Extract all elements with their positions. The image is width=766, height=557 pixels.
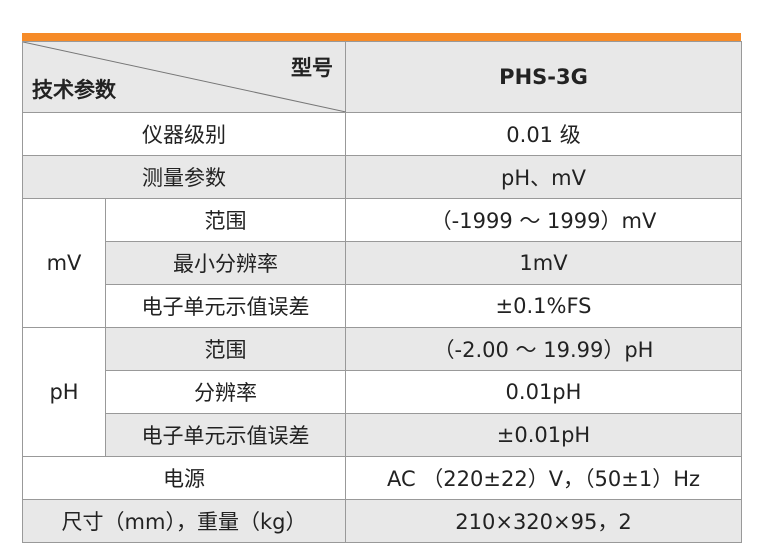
row-label: 测量参数 <box>22 155 346 199</box>
table-row: 仪器级别 0.01 级 <box>22 112 742 156</box>
table-row: 测量参数 pH、mV <box>22 155 742 199</box>
diagonal-line <box>23 42 346 112</box>
row-label: 电子单元示值误差 <box>105 284 346 328</box>
row-label: 仪器级别 <box>22 112 346 156</box>
table-row: 最小分辨率 1mV <box>23 241 742 285</box>
row-value: （-1999 ～ 1999）mV <box>345 198 742 242</box>
row-value: pH、mV <box>345 155 742 199</box>
row-value: ±0.01pH <box>345 413 742 457</box>
table-row: 电子单元示值误差 ±0.01pH <box>23 413 742 457</box>
group-label: pH <box>22 327 106 457</box>
row-label: 最小分辨率 <box>105 241 346 285</box>
row-value: 210×320×95，2 <box>345 499 742 543</box>
row-label: 电子单元示值误差 <box>105 413 346 457</box>
row-label: 分辨率 <box>105 370 346 414</box>
spec-table: 型号 技术参数 PHS-3G 仪器级别 0.01 级 测量参数 pH、mV mV… <box>22 41 742 543</box>
model-name: PHS-3G <box>345 41 742 113</box>
model-label: 型号 <box>291 56 333 80</box>
row-label: 范围 <box>105 198 346 242</box>
row-value: ±0.1%FS <box>345 284 742 328</box>
row-value: 0.01pH <box>345 370 742 414</box>
table-row: mV 范围 （-1999 ～ 1999）mV <box>22 198 742 328</box>
header-row: 型号 技术参数 PHS-3G <box>22 41 742 113</box>
row-label: 尺寸（mm），重量（kg） <box>22 499 346 543</box>
row-label: 范围 <box>105 327 346 371</box>
table-row: 分辨率 0.01pH <box>23 370 742 414</box>
row-value: （-2.00 ～ 19.99）pH <box>345 327 742 371</box>
row-value: 1mV <box>345 241 742 285</box>
row-label: 电源 <box>22 456 346 500</box>
params-label: 技术参数 <box>32 78 116 102</box>
table-row: 尺寸（mm），重量（kg） 210×320×95，2 <box>22 499 742 543</box>
table-row: 电子单元示值误差 ±0.1%FS <box>23 284 742 328</box>
diagonal-header-cell: 型号 技术参数 <box>22 41 346 113</box>
row-value: 0.01 级 <box>345 112 742 156</box>
row-value: AC （220±22）V，（50±1）Hz <box>345 456 742 500</box>
table-row: 电源 AC （220±22）V，（50±1）Hz <box>22 456 742 500</box>
accent-bar <box>22 33 741 41</box>
table-row: pH 范围 （-2.00 ～ 19.99）pH <box>22 327 742 457</box>
group-label: mV <box>22 198 106 328</box>
